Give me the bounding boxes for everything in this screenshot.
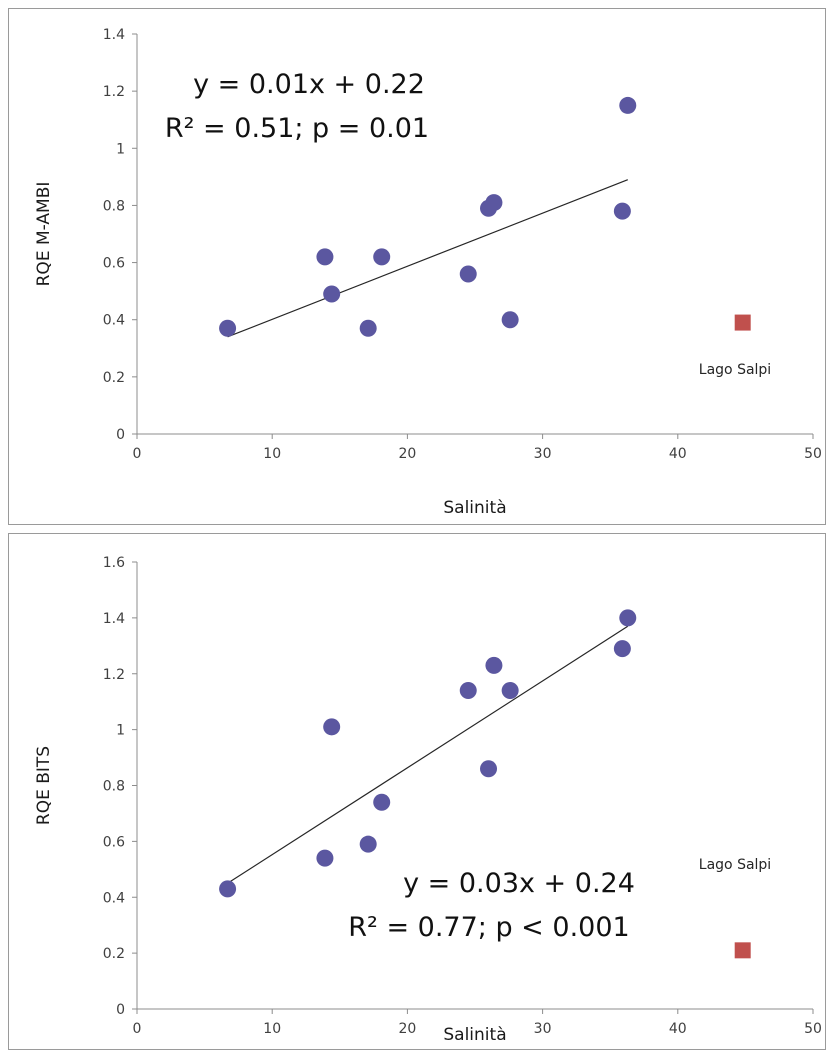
x-tick-label: 40 [669, 1021, 687, 1037]
scatter-chart-bits: 0 0.2 0.4 0.6 0.8 1 1.2 1.4 1.6 0 10 20 30 40 50 Salini… [34, 555, 822, 1045]
data-point [613, 202, 631, 220]
regression-equation: y = 0.01x + 0.22 [193, 69, 425, 100]
x-tick-label: 20 [398, 446, 416, 462]
data-point [373, 793, 391, 811]
x-tick-label: 10 [263, 446, 281, 462]
y-tick-label: 0 [116, 1002, 125, 1018]
y-tick-label: 1.4 [103, 611, 125, 627]
y-tick-label: 1.2 [103, 667, 125, 683]
y-tick-label: 0.4 [103, 890, 125, 906]
y-tick-label: 1.4 [103, 27, 125, 43]
scatter-chart-m-ambi: 0 0.2 0.4 0.6 0.8 1 1.2 1.4 0 10 20 30 40 50 Salinità R… [34, 27, 822, 518]
y-tick-label: 0.2 [103, 946, 125, 962]
x-tick-label: 10 [263, 1021, 281, 1037]
data-point [323, 718, 341, 736]
data-point [619, 96, 637, 114]
y-tick-label: 0.8 [103, 779, 125, 795]
y-tick-label: 1 [116, 141, 125, 157]
lago-salpi-label: Lago Salpi [699, 857, 771, 873]
chart-panel-m-ambi: 0 0.2 0.4 0.6 0.8 1 1.2 1.4 0 10 20 30 40 50 Salinità R… [8, 8, 826, 525]
data-point [316, 849, 334, 867]
y-axis-title: RQE BITS [34, 746, 54, 825]
trendline [227, 625, 629, 884]
data-point [219, 319, 237, 337]
y-tick-label: 0.6 [103, 256, 125, 272]
y-tick-label: 0.8 [103, 198, 125, 214]
data-point [323, 285, 341, 303]
x-tick-label: 50 [804, 446, 822, 462]
x-axis-title: Salinità [443, 498, 506, 518]
outlier-point-square [734, 942, 751, 959]
data-point [501, 682, 519, 700]
data-point [485, 194, 503, 212]
regression-equation: y = 0.03x + 0.24 [403, 868, 635, 899]
y-axis-title: RQE M-AMBI [34, 182, 54, 287]
lago-salpi-label: Lago Salpi [699, 362, 771, 378]
regression-stats: R² = 0.77; p < 0.001 [348, 912, 629, 943]
x-tick-label: 0 [133, 1021, 142, 1037]
x-tick-label: 20 [398, 1021, 416, 1037]
chart-panel-bits: 0 0.2 0.4 0.6 0.8 1 1.2 1.4 1.6 0 10 20 30 40 50 Salini… [8, 533, 826, 1050]
data-point [359, 835, 377, 853]
data-point [459, 682, 477, 700]
x-tick-label: 30 [534, 446, 552, 462]
data-point [485, 656, 503, 674]
y-tick-label: 1 [116, 723, 125, 739]
x-tick-label: 50 [804, 1021, 822, 1037]
outlier-point-square [734, 314, 751, 331]
x-tick-label: 30 [534, 1021, 552, 1037]
x-tick-label: 40 [669, 446, 687, 462]
x-axis-title: Salinità [443, 1025, 506, 1045]
data-point [359, 319, 377, 337]
data-point [316, 248, 334, 266]
trendline [227, 179, 628, 338]
data-point [373, 248, 391, 266]
data-point [501, 311, 519, 329]
x-tick-label: 0 [133, 446, 142, 462]
data-point [480, 760, 498, 778]
regression-stats: R² = 0.51; p = 0.01 [165, 113, 429, 144]
y-tick-label: 1.6 [103, 555, 125, 571]
y-tick-label: 0 [116, 427, 125, 443]
y-tick-label: 0.4 [103, 313, 125, 329]
data-point [459, 265, 477, 283]
data-point [619, 609, 637, 627]
data-point [613, 640, 631, 658]
y-tick-label: 0.6 [103, 834, 125, 850]
y-tick-label: 1.2 [103, 84, 125, 100]
data-point [219, 880, 237, 898]
y-tick-label: 0.2 [103, 370, 125, 386]
